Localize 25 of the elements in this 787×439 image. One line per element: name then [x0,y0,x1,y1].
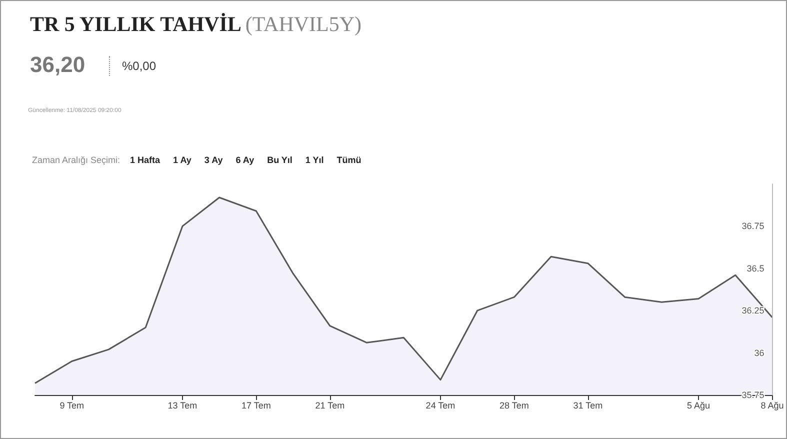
x-tick-label: 21 Tem [315,400,345,410]
y-tick-label: 36 [754,348,764,358]
x-tick-label: 24 Tem [426,400,456,410]
text: Bu Yıl [267,155,292,165]
x-tick-label: 5 Ağu [687,400,710,410]
y-tick-label: 36.5 [746,263,764,274]
x-tick-label: 13 Tem [168,400,198,410]
text: Zaman Aralığı Seçimi: [32,155,120,165]
text: 6 Ay [236,155,254,165]
chart-title: TR 5 YILLIK TAHVİL [30,12,242,36]
x-tick-label: 9 Tem [60,400,84,410]
x-tick-label: 17 Tem [241,400,271,410]
text: 36,20 [30,52,86,78]
x-tick-label: 28 Tem [500,400,529,410]
y-tick-label: 36.75 [742,221,764,232]
chart-subtitle: (TAHVIL5Y) [245,12,362,36]
text: 1 Yıl [305,155,324,165]
x-tick-label: 31 Tem [573,400,603,410]
y-tick-label: 36.25 [742,306,764,316]
text: 1 Ay [173,155,192,165]
text: 3 Ay [204,155,223,165]
text: 1 Hafta [130,155,160,165]
x-tick-label: 8 Ağu [760,400,784,410]
text: Tümü [336,155,362,165]
text: %0,00 [122,59,156,73]
